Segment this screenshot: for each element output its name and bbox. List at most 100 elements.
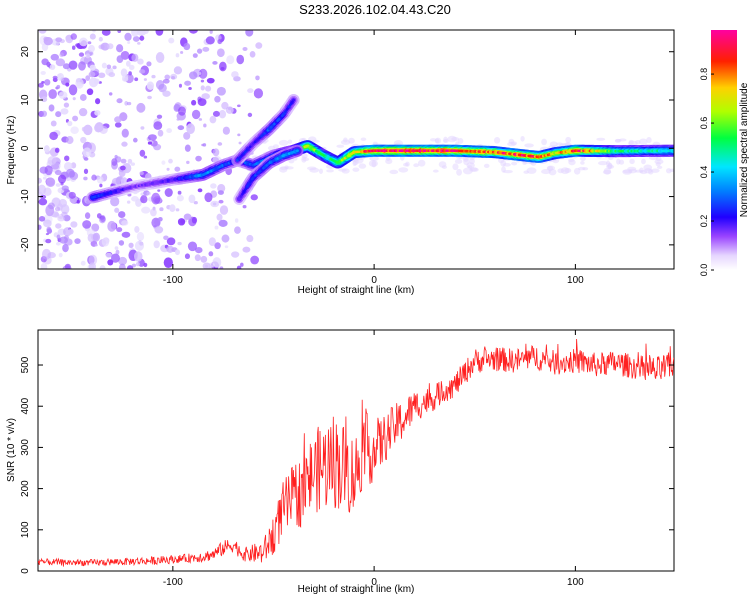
- noise-speckle: [57, 174, 67, 184]
- noise-speckle: [483, 163, 490, 168]
- noise-speckle: [405, 161, 410, 167]
- noise-speckle: [151, 192, 161, 205]
- noise-speckle: [155, 30, 164, 36]
- noise-speckle: [234, 218, 239, 223]
- noise-speckle: [55, 183, 61, 187]
- noise-speckle: [369, 155, 379, 161]
- noise-speckle: [166, 237, 176, 246]
- noise-speckle: [43, 145, 50, 153]
- noise-speckle: [247, 112, 253, 118]
- spectrogram-y-tick-label: 0: [20, 145, 31, 151]
- noise-speckle: [236, 265, 242, 269]
- noise-speckle: [56, 234, 61, 240]
- noise-speckle: [183, 132, 191, 140]
- noise-speckle: [197, 96, 202, 102]
- noise-speckle: [101, 30, 111, 36]
- noise-speckle: [159, 207, 164, 212]
- noise-speckle: [83, 157, 89, 161]
- noise-speckle: [214, 95, 221, 103]
- noise-speckle: [183, 42, 191, 51]
- noise-speckle: [68, 60, 78, 70]
- noise-speckle: [50, 120, 57, 127]
- noise-speckle: [242, 246, 251, 253]
- noise-speckle: [91, 223, 100, 232]
- noise-speckle: [171, 76, 176, 80]
- noise-speckle: [175, 208, 180, 212]
- noise-speckle: [157, 129, 164, 137]
- noise-speckle: [92, 232, 100, 242]
- noise-speckle: [206, 77, 215, 84]
- noise-speckle: [126, 265, 134, 269]
- noise-speckle: [70, 33, 77, 40]
- noise-speckle: [44, 79, 51, 86]
- noise-speckle: [175, 249, 180, 256]
- noise-speckle: [38, 177, 42, 184]
- noise-speckle: [134, 251, 143, 262]
- noise-speckle: [116, 44, 124, 53]
- noise-speckle: [196, 71, 202, 75]
- noise-speckle: [61, 211, 68, 218]
- noise-speckle: [57, 73, 62, 77]
- noise-speckle: [180, 51, 184, 54]
- noise-speckle: [42, 176, 47, 180]
- noise-speckle: [224, 245, 229, 249]
- snr-y-tick-label: 200: [20, 480, 31, 497]
- snr-y-tick-label: 400: [20, 397, 31, 414]
- noise-speckle: [564, 168, 572, 174]
- noise-speckle: [94, 243, 98, 247]
- noise-speckle: [218, 219, 228, 227]
- noise-speckle: [218, 109, 227, 119]
- noise-speckle: [151, 74, 156, 79]
- noise-speckle: [204, 192, 213, 203]
- noise-speckle: [95, 98, 101, 105]
- noise-speckle: [80, 136, 87, 144]
- noise-speckle: [155, 79, 165, 90]
- noise-speckle: [432, 169, 439, 173]
- noise-speckle: [115, 249, 120, 255]
- spectrogram-x-tick-label: 100: [567, 275, 584, 286]
- noise-speckle: [99, 215, 105, 220]
- noise-speckle: [46, 226, 52, 233]
- noise-speckle: [168, 37, 175, 44]
- noise-speckle: [221, 101, 229, 110]
- noise-speckle: [111, 158, 118, 166]
- noise-speckle: [212, 61, 218, 65]
- noise-speckle: [454, 159, 463, 164]
- noise-speckle: [196, 48, 203, 54]
- noise-speckle: [212, 148, 220, 157]
- noise-speckle: [52, 75, 58, 80]
- noise-speckle: [157, 216, 163, 222]
- noise-speckle: [161, 160, 166, 165]
- noise-speckle: [189, 71, 198, 80]
- noise-speckle: [157, 189, 161, 192]
- noise-speckle: [131, 30, 139, 37]
- noise-speckle: [162, 90, 171, 97]
- noise-speckle: [132, 35, 140, 42]
- noise-speckle: [225, 106, 234, 114]
- noise-speckle: [116, 99, 120, 102]
- noise-speckle: [72, 97, 76, 101]
- noise-speckle: [143, 30, 149, 34]
- noise-speckle: [238, 141, 242, 145]
- noise-speckle: [217, 190, 224, 195]
- noise-speckle: [105, 252, 113, 258]
- noise-speckle: [65, 136, 74, 145]
- noise-speckle: [49, 64, 56, 70]
- noise-speckle: [443, 136, 448, 143]
- noise-speckle: [526, 167, 537, 174]
- noise-speckle: [60, 204, 70, 215]
- noise-speckle: [88, 71, 96, 78]
- noise-speckle: [134, 77, 139, 82]
- noise-speckle: [48, 89, 57, 100]
- noise-speckle: [221, 234, 230, 243]
- noise-speckle: [121, 231, 131, 238]
- noise-speckle: [178, 83, 182, 88]
- noise-speckle: [468, 158, 475, 165]
- noise-speckle: [306, 166, 317, 171]
- noise-speckle: [83, 176, 88, 181]
- noise-speckle: [58, 91, 68, 99]
- noise-speckle: [203, 123, 207, 128]
- noise-speckle: [218, 199, 224, 204]
- noise-speckle: [622, 169, 633, 175]
